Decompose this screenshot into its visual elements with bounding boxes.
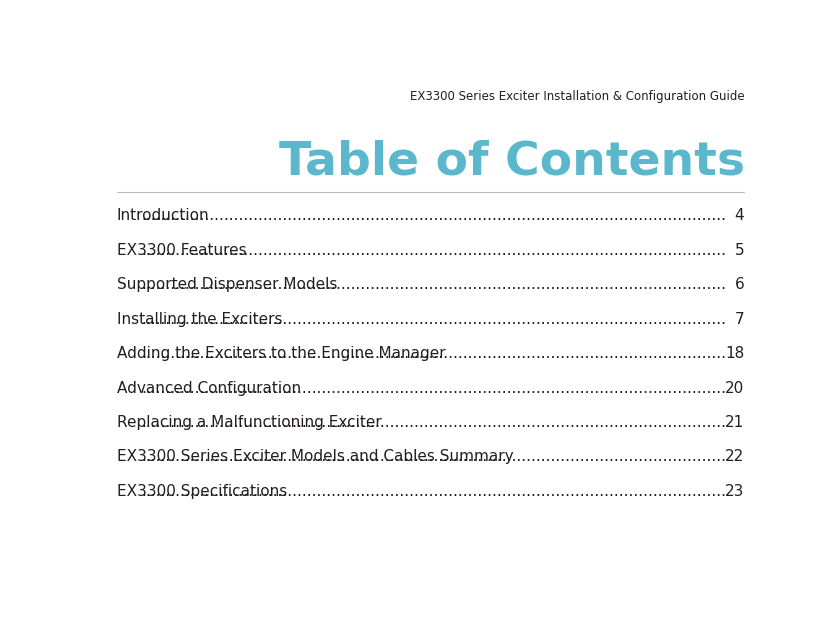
Text: Installing the Exciters: Installing the Exciters (117, 312, 282, 327)
Text: Introduction: Introduction (117, 209, 209, 224)
Text: ................................................................................: ........................................… (141, 450, 726, 465)
Text: 21: 21 (725, 415, 744, 430)
Text: 4: 4 (735, 209, 744, 224)
Text: 5: 5 (735, 243, 744, 258)
Text: ................................................................................: ........................................… (141, 209, 726, 224)
Text: Supported Dispenser Models: Supported Dispenser Models (117, 277, 337, 292)
Text: EX3300 Series Exciter Installation & Configuration Guide: EX3300 Series Exciter Installation & Con… (410, 90, 745, 103)
Text: 18: 18 (725, 346, 744, 361)
Text: Table of Contents: Table of Contents (279, 139, 745, 184)
Text: 20: 20 (725, 381, 744, 396)
Text: EX3300 Specifications: EX3300 Specifications (117, 484, 287, 499)
Text: ................................................................................: ........................................… (141, 277, 726, 292)
Text: 23: 23 (725, 484, 744, 499)
Text: Replacing a Malfunctioning Exciter: Replacing a Malfunctioning Exciter (117, 415, 381, 430)
Text: 22: 22 (725, 450, 744, 465)
Text: EX3300 Features: EX3300 Features (117, 243, 246, 258)
Text: 7: 7 (735, 312, 744, 327)
Text: Advanced Configuration: Advanced Configuration (117, 381, 301, 396)
Text: ................................................................................: ........................................… (141, 484, 726, 499)
Text: 6: 6 (734, 277, 744, 292)
Text: ................................................................................: ........................................… (141, 346, 726, 361)
Text: Adding the Exciters to the Engine Manager: Adding the Exciters to the Engine Manage… (117, 346, 445, 361)
Text: ................................................................................: ........................................… (141, 312, 726, 327)
Text: EX3300 Series Exciter Models and Cables Summary: EX3300 Series Exciter Models and Cables … (117, 450, 513, 465)
Text: ................................................................................: ........................................… (141, 415, 726, 430)
Text: ................................................................................: ........................................… (141, 243, 726, 258)
Text: ................................................................................: ........................................… (141, 381, 726, 396)
